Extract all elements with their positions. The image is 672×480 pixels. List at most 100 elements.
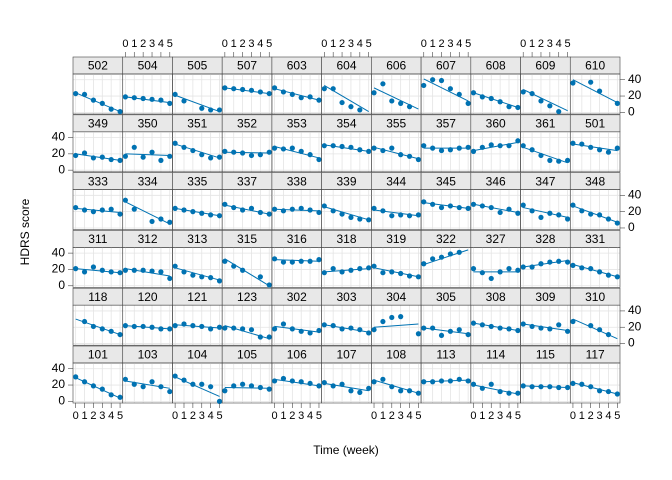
strip-label: 607	[436, 59, 456, 73]
point	[158, 157, 164, 163]
x-tick-label: 2	[588, 410, 594, 422]
point	[240, 381, 246, 387]
point	[547, 384, 553, 390]
point	[266, 334, 272, 340]
x-tick-label: 1	[330, 38, 336, 50]
point	[547, 259, 553, 265]
point	[316, 97, 322, 103]
point	[330, 383, 336, 389]
point	[430, 145, 436, 151]
point	[588, 266, 594, 272]
point	[208, 107, 214, 113]
point	[257, 152, 263, 158]
x-tick-label: 1	[181, 410, 187, 422]
point	[348, 267, 354, 273]
strip-label: 350	[138, 116, 158, 130]
x-tick-label: 5	[515, 410, 521, 422]
y-tick-label: 40	[628, 72, 642, 86]
point	[389, 314, 395, 321]
point	[556, 108, 562, 115]
point	[271, 256, 278, 262]
point	[470, 90, 477, 96]
point	[271, 206, 278, 212]
point	[257, 334, 263, 340]
point	[149, 379, 155, 385]
point	[321, 379, 327, 386]
point	[430, 256, 436, 262]
point	[398, 270, 404, 277]
strip-label: 309	[535, 290, 555, 304]
point	[257, 384, 263, 391]
point	[479, 203, 485, 209]
x-tick-label: 1	[280, 410, 286, 422]
point	[330, 208, 336, 214]
point	[248, 327, 255, 333]
point	[515, 210, 521, 216]
strip-label: 121	[187, 290, 207, 304]
point	[415, 156, 422, 163]
point	[199, 210, 205, 216]
point	[421, 143, 427, 149]
point	[199, 274, 205, 280]
point	[538, 325, 544, 331]
x-tick-label: 4	[406, 410, 412, 422]
strip-label: 315	[237, 232, 257, 246]
point	[497, 99, 503, 105]
x-tick-label: 5	[167, 38, 173, 50]
point	[99, 207, 105, 213]
strip-label: 328	[535, 232, 555, 246]
x-tick-label: 1	[231, 38, 237, 50]
point	[406, 153, 413, 159]
point	[506, 326, 512, 332]
point	[99, 100, 105, 106]
point	[289, 91, 295, 98]
point	[614, 274, 620, 280]
point	[506, 266, 512, 272]
strip-label: 327	[486, 232, 506, 246]
x-tick-label: 2	[438, 38, 444, 50]
point	[216, 154, 223, 160]
point	[73, 90, 79, 97]
point	[565, 384, 571, 391]
x-tick-label: 4	[158, 38, 164, 50]
point	[108, 392, 114, 398]
point	[108, 328, 114, 334]
point	[208, 212, 214, 218]
point	[208, 326, 214, 332]
strip-label: 302	[287, 290, 307, 304]
strip-label: 101	[88, 348, 108, 362]
point	[529, 90, 535, 97]
strip-label: 107	[336, 348, 356, 362]
x-tick-label: 5	[117, 410, 123, 422]
x-tick-label: 1	[579, 410, 585, 422]
point	[73, 204, 79, 211]
point	[430, 379, 436, 385]
strip-label: 120	[138, 290, 158, 304]
x-axis-label: Time (week)	[313, 443, 379, 457]
point	[330, 323, 336, 329]
point	[605, 149, 612, 155]
point	[172, 205, 178, 211]
point	[506, 206, 512, 212]
point	[158, 384, 164, 390]
point	[172, 373, 178, 379]
strip-label: 360	[486, 116, 506, 130]
strip-label: 312	[138, 232, 158, 246]
point	[222, 201, 228, 207]
point	[380, 376, 386, 382]
point	[406, 213, 413, 219]
point	[348, 144, 354, 150]
y-tick-label: 20	[628, 88, 642, 102]
strip-label: 354	[336, 116, 356, 130]
point	[271, 326, 278, 332]
point	[479, 270, 485, 276]
point	[298, 328, 304, 334]
point	[389, 145, 395, 151]
strip-label: 333	[88, 174, 108, 188]
point	[167, 153, 173, 159]
point	[570, 380, 576, 387]
point	[73, 374, 79, 380]
point	[231, 263, 237, 269]
x-tick-label: 3	[597, 410, 603, 422]
point	[371, 263, 377, 269]
